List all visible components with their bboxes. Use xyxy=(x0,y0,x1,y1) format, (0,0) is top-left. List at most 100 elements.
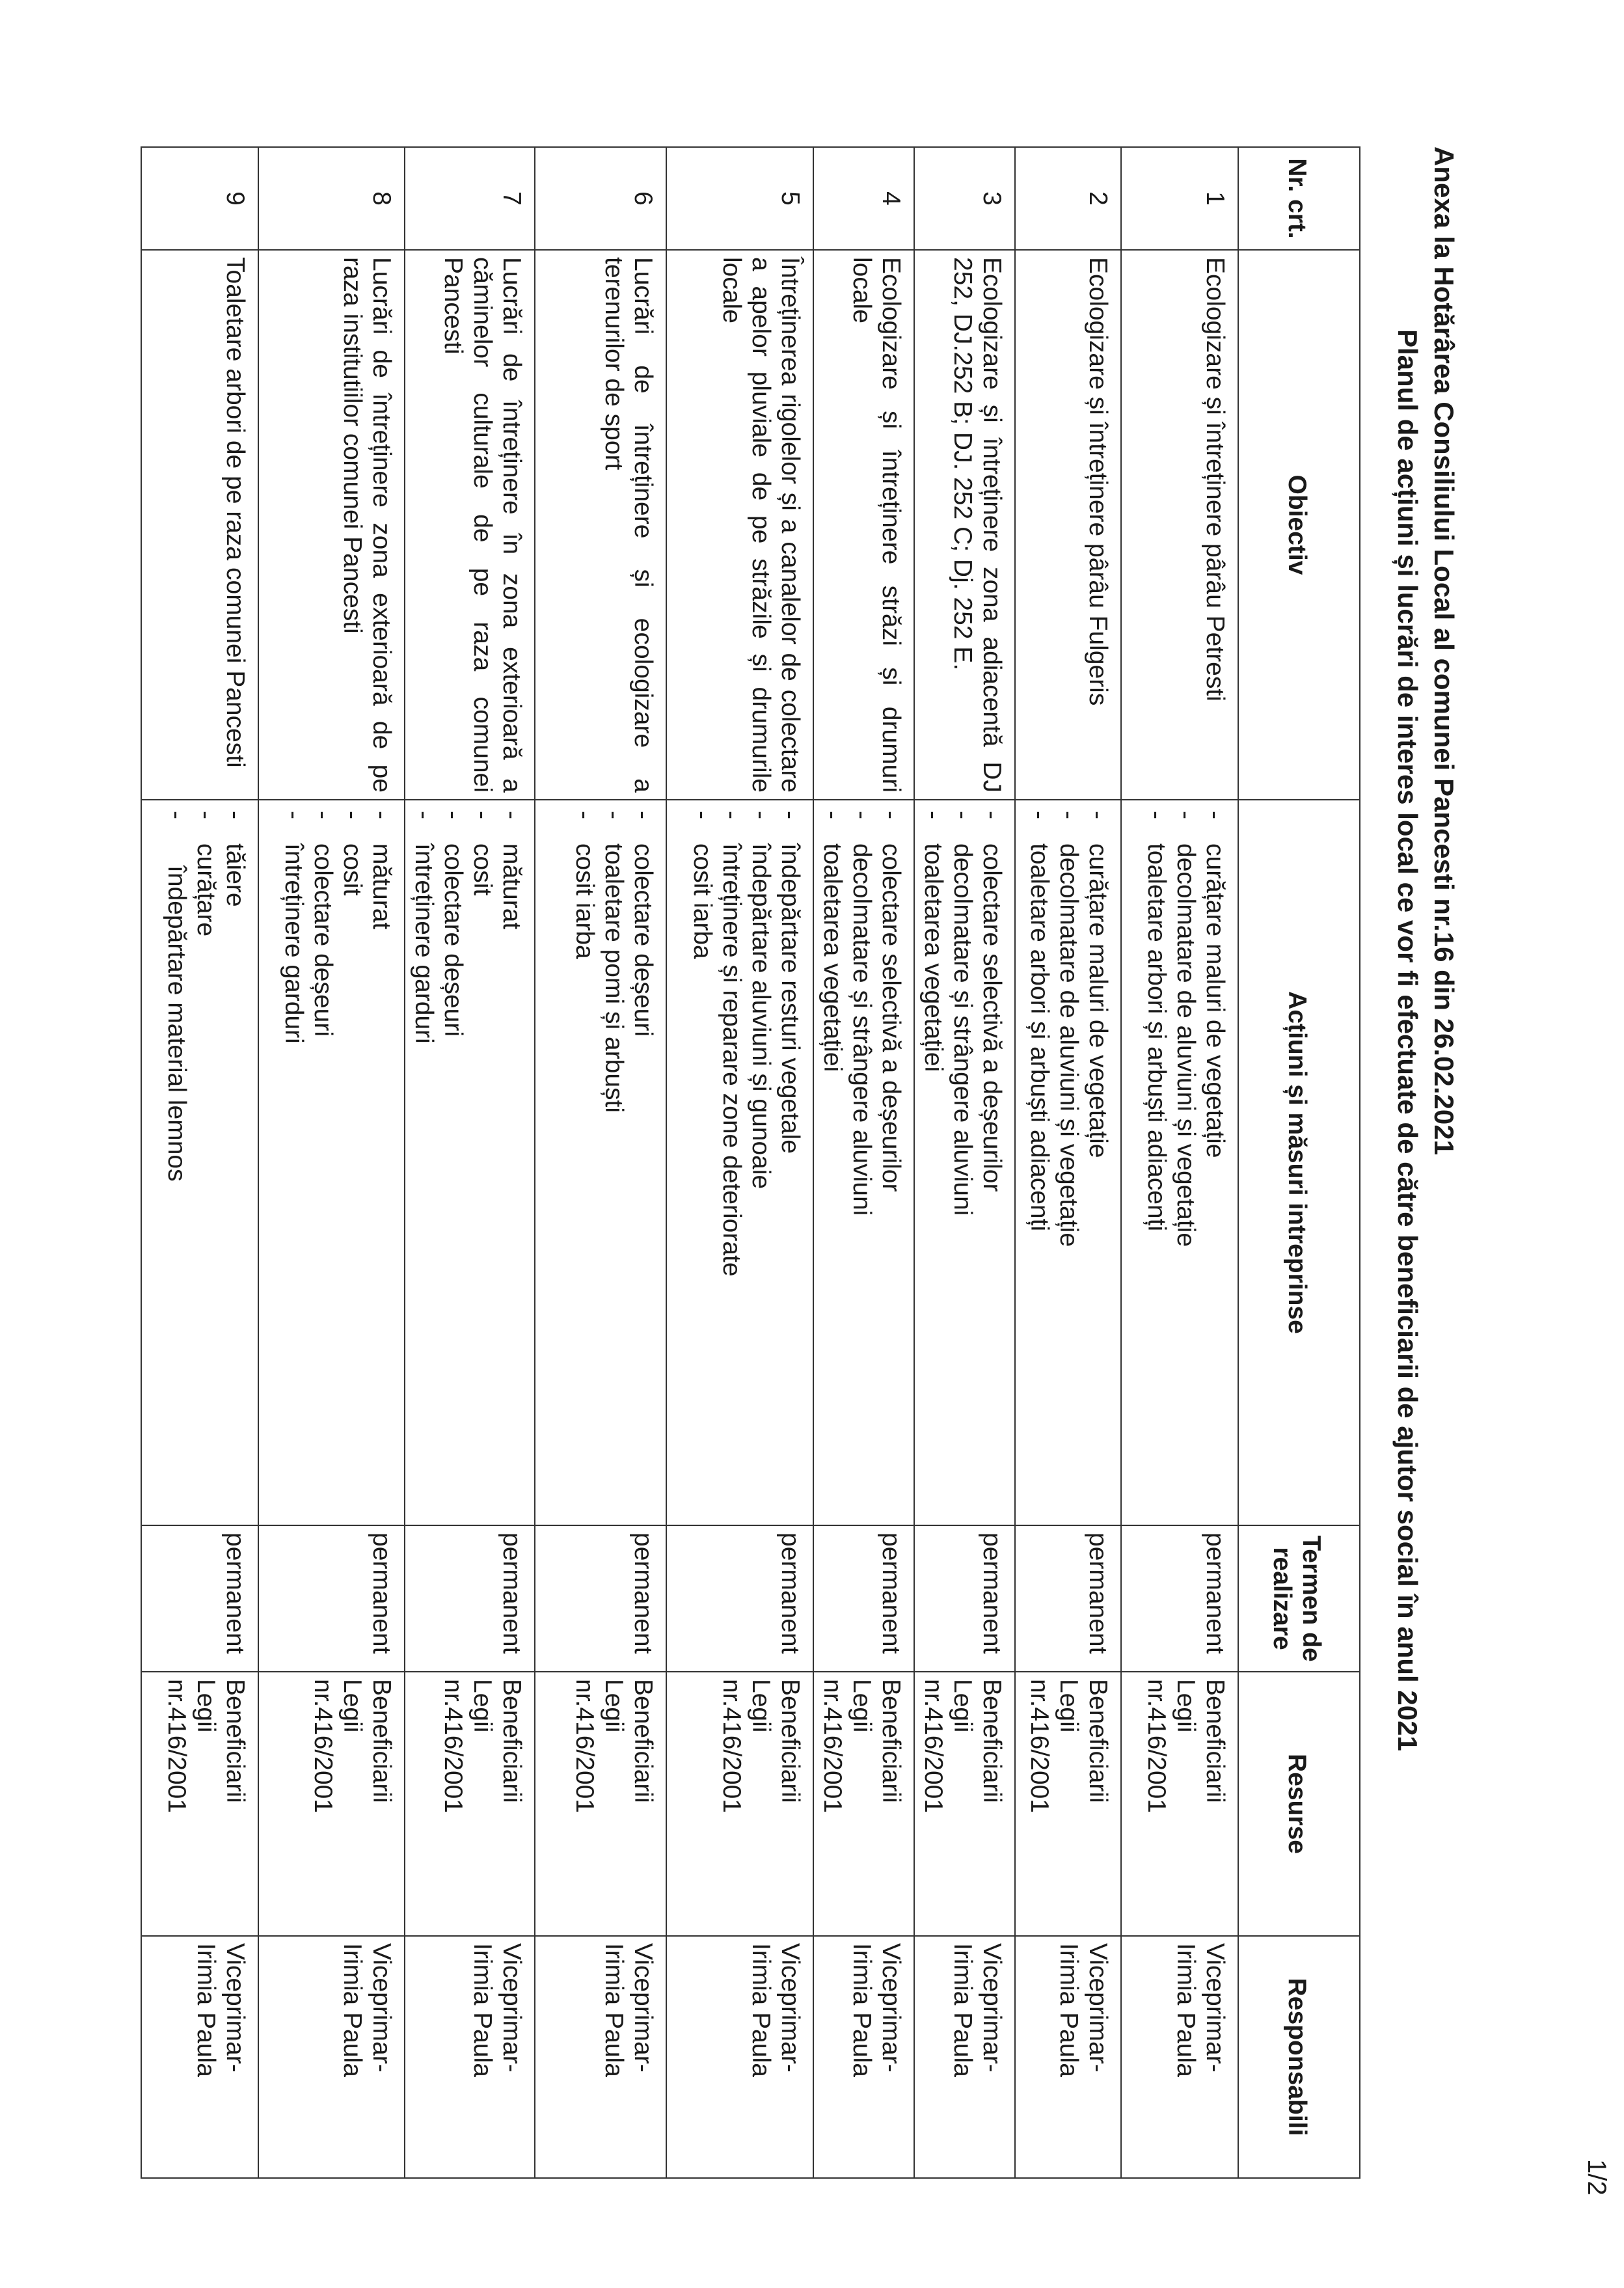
header-responsabili: Responsabili xyxy=(1238,1936,1360,2178)
dash-bullet: - xyxy=(280,811,308,819)
action-item: - decolmatare de aluviuni și vegetație xyxy=(1054,807,1083,1518)
row-number-cell: 2 xyxy=(1015,147,1121,250)
resource-line: Legii xyxy=(848,1679,876,1733)
page-number: 1/2 xyxy=(1582,2159,1611,2196)
responsible-line: Viceprimar- xyxy=(1084,1943,1112,2073)
resource-line: Beneficiarii xyxy=(629,1679,657,1803)
responsible-line: Irimia Paula xyxy=(1055,1943,1083,2077)
resources-cell: Beneficiarii Legii nr.416/2001 xyxy=(914,1672,1015,1936)
action-text: cosit iarba xyxy=(571,843,599,959)
responsible-line: Irimia Paula xyxy=(747,1943,775,2077)
deadline-cell: permanent xyxy=(1015,1525,1121,1672)
dash-bullet: - xyxy=(1084,811,1112,819)
resource-line: Legii xyxy=(1055,1679,1083,1733)
action-text: îndepărtare resturi vegetale xyxy=(776,843,804,1154)
action-text: decolmatare de aluviuni și vegetație xyxy=(1172,843,1200,1247)
responsible-line: Viceprimar- xyxy=(368,1943,396,2073)
dash-bullet: - xyxy=(498,811,526,819)
resources-cell: Beneficiarii Legii nr.416/2001 xyxy=(405,1672,535,1936)
resource-line: Beneficiarii xyxy=(368,1679,396,1803)
action-text: cosit iarba xyxy=(688,843,716,959)
objective-cell: Ecologizare și întreținere pârâu Petrest… xyxy=(1121,250,1238,800)
action-item: - îndepărtare aluviuni și gunoaie xyxy=(746,807,776,1518)
action-text: măturat xyxy=(368,843,396,930)
dash-bullet: - xyxy=(309,811,337,819)
row-number-cell: 1 xyxy=(1121,147,1238,250)
resource-line: nr.416/2001 xyxy=(819,1679,846,1814)
header-obiectiv: Obiectiv xyxy=(1238,250,1360,800)
action-item: - toaletare arbori și arbuști adiacenți xyxy=(1142,807,1171,1518)
action-item: - tăiere xyxy=(221,807,250,1518)
dash-bullet: - xyxy=(1172,811,1200,819)
action-item: - decolmatare și strângere aluviuni xyxy=(847,807,876,1518)
action-text: colectare deșeuri xyxy=(309,843,337,1037)
resource-line: nr.416/2001 xyxy=(718,1679,746,1814)
actions-cell: - curățare maluri de vegetație - decolmatar… xyxy=(1121,800,1238,1525)
objective-cell: Ecologizare și întreținere zona adiacent… xyxy=(914,250,1015,800)
resources-cell: Beneficiarii Legii nr.416/2001 xyxy=(141,1672,258,1936)
deadline-cell: permanent xyxy=(258,1525,405,1672)
table-row: 1 Ecologizare și întreținere pârâu Petres… xyxy=(1121,147,1238,2178)
responsible-cell: Viceprimar- Irimia Paula xyxy=(914,1936,1015,2178)
dash-bullet: - xyxy=(978,811,1006,819)
action-item: - curățare maluri de vegetație xyxy=(1083,807,1113,1518)
dash-bullet: - xyxy=(221,811,249,819)
responsible-cell: Viceprimar- Irimia Paula xyxy=(535,1936,666,2178)
responsible-line: Viceprimar- xyxy=(221,1943,249,2073)
resources-cell: Beneficiarii Legii nr.416/2001 xyxy=(1015,1672,1121,1936)
dash-bullet: - xyxy=(747,811,775,819)
action-item: - măturat xyxy=(497,807,526,1518)
row-number-cell: 5 xyxy=(666,147,813,250)
action-text: îndepărtare material lemnos xyxy=(163,865,191,1182)
dash-bullet: - xyxy=(338,811,366,819)
action-item: - îndepărtare resturi vegetale xyxy=(776,807,805,1518)
deadline-cell: permanent xyxy=(535,1525,666,1672)
action-text: tăiere xyxy=(221,843,249,907)
deadline-cell: permanent xyxy=(1121,1525,1238,1672)
action-item: - cosit iarba xyxy=(570,807,599,1518)
responsible-line: Irimia Paula xyxy=(949,1943,977,2077)
action-text: colectare selectivă a deșeurilor xyxy=(978,843,1006,1192)
resource-line: Legii xyxy=(1172,1679,1200,1733)
dash-bullet: - xyxy=(163,811,191,819)
actions-cell: - colectare selectivă a deșeurilor - decolm… xyxy=(813,800,914,1525)
responsible-cell: Viceprimar- Irimia Paula xyxy=(1015,1936,1121,2178)
action-text: toaletare pomi și arbuști xyxy=(600,843,628,1113)
objective-cell: Lucrări de întreținere în zona exterioar… xyxy=(405,250,535,800)
responsible-line: Viceprimar- xyxy=(498,1943,526,2073)
responsible-line: Irimia Paula xyxy=(192,1943,220,2077)
resource-line: Legii xyxy=(747,1679,775,1733)
resources-cell: Beneficiarii Legii nr.416/2001 xyxy=(666,1672,813,1936)
resource-line: nr.416/2001 xyxy=(1025,1679,1053,1814)
objective-cell: Întreținerea rigolelor și a canalelor de… xyxy=(666,250,813,800)
resource-line: Legii xyxy=(949,1679,977,1733)
responsible-line: Viceprimar- xyxy=(776,1943,804,2073)
resource-line: Beneficiarii xyxy=(776,1679,804,1803)
action-text: toaletare arbori și arbuști adiacenți xyxy=(1143,843,1171,1232)
dash-bullet: - xyxy=(600,811,628,819)
dash-bullet: - xyxy=(368,811,396,819)
action-item: - toaletare arbori și arbuști adiacenți xyxy=(1025,807,1054,1518)
action-text: decolmatare și strângere aluviuni xyxy=(949,843,977,1216)
dash-bullet: - xyxy=(1201,811,1229,819)
dash-bullet: - xyxy=(688,811,716,819)
action-text: colectare deșeuri xyxy=(629,843,657,1037)
objective-cell: Toaletare arbori de pe raza comunei Panc… xyxy=(141,250,258,800)
dash-bullet: - xyxy=(919,811,947,819)
dash-bullet: - xyxy=(410,811,438,819)
dash-bullet: - xyxy=(192,811,220,819)
table-body: 1 Ecologizare și întreținere pârâu Petres… xyxy=(141,147,1238,2178)
dash-bullet: - xyxy=(718,811,746,819)
action-plan-table: Nr. crt. Obiectiv Acțiuni și măsuri intr… xyxy=(141,146,1360,2179)
table-header-row: Nr. crt. Obiectiv Acțiuni și măsuri intr… xyxy=(1238,147,1360,2178)
resource-line: Beneficiarii xyxy=(877,1679,905,1803)
dash-bullet: - xyxy=(629,811,657,819)
action-text: colectare selectivă a deșeurilor xyxy=(877,843,905,1192)
action-text: îndepărtare aluviuni și gunoaie xyxy=(747,843,775,1190)
action-item: - colectare deșeuri xyxy=(439,807,468,1518)
action-item: - colectare deșeuri xyxy=(629,807,658,1518)
action-item: - cosit iarba xyxy=(688,807,717,1518)
action-item: - colectare selectivă a deșeurilor xyxy=(977,807,1007,1518)
resources-cell: Beneficiarii Legii nr.416/2001 xyxy=(535,1672,666,1936)
